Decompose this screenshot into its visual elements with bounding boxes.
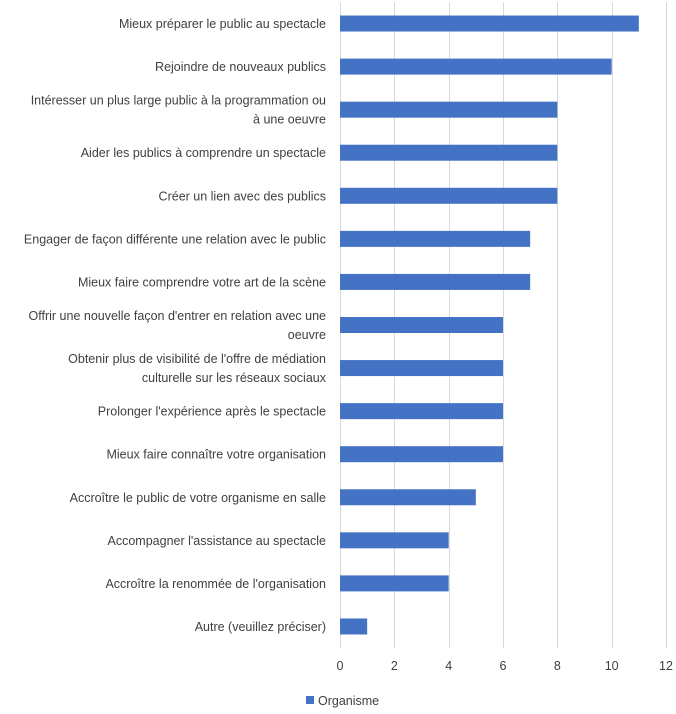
x-tick-label-3: 6 — [500, 659, 507, 673]
bar-5 — [340, 230, 531, 247]
bar-11 — [340, 489, 476, 506]
x-tick-label-2: 4 — [445, 659, 452, 673]
bar-9 — [340, 403, 503, 420]
bar-10 — [340, 446, 503, 463]
category-label-8-line-1: culturelle sur les réseaux sociaux — [142, 371, 327, 385]
category-label-14: Autre (veuillez préciser) — [195, 620, 326, 634]
bar-12 — [340, 532, 449, 549]
category-label-9: Prolonger l'expérience après le spectacl… — [98, 405, 326, 419]
bar-8 — [340, 360, 503, 377]
x-tick-label-4: 8 — [554, 659, 561, 673]
x-axis-tick-labels: 0 2 4 6 8 10 12 — [337, 659, 673, 673]
bars — [340, 15, 639, 635]
category-label-13: Accroître la renommée de l'organisation — [105, 577, 326, 591]
legend-swatch — [306, 696, 314, 704]
category-label-5: Engager de façon différente une relation… — [24, 232, 326, 246]
x-tick-label-1: 2 — [391, 659, 398, 673]
category-label-6: Mieux faire comprendre votre art de la s… — [78, 275, 326, 289]
bar-0 — [340, 15, 639, 32]
bar-2 — [340, 101, 558, 118]
category-label-2-line-0: Intéresser un plus large public à la pro… — [31, 94, 326, 108]
bar-4 — [340, 187, 558, 204]
x-tick-label-0: 0 — [337, 659, 344, 673]
bar-13 — [340, 575, 449, 592]
category-label-3: Aider les publics à comprendre un specta… — [81, 146, 326, 160]
bar-3 — [340, 144, 558, 161]
legend-label: Organisme — [318, 694, 379, 708]
x-tick-label-6: 12 — [659, 659, 673, 673]
category-label-8-line-0: Obtenir plus de visibilité de l'offre de… — [68, 352, 326, 366]
category-label-0: Mieux préparer le public au spectacle — [119, 17, 326, 31]
category-label-7-line-0: Offrir une nouvelle façon d'entrer en re… — [29, 309, 327, 323]
category-label-12: Accompagner l'assistance au spectacle — [108, 534, 327, 548]
category-labels: Mieux préparer le public au spectacle Rej… — [24, 17, 327, 634]
x-tick-label-5: 10 — [605, 659, 619, 673]
category-label-4: Créer un lien avec des publics — [159, 189, 326, 203]
category-label-11: Accroître le public de votre organisme e… — [70, 491, 326, 505]
category-label-7-line-1: oeuvre — [288, 328, 326, 342]
bar-7 — [340, 317, 503, 333]
bar-6 — [340, 273, 531, 290]
category-label-2-line-1: à une oeuvre — [253, 113, 326, 127]
bar-1 — [340, 58, 612, 75]
legend: Organisme — [306, 694, 379, 708]
bar-14 — [340, 618, 368, 635]
category-label-10: Mieux faire connaître votre organisation — [106, 448, 326, 462]
category-label-1: Rejoindre de nouveaux publics — [155, 60, 326, 74]
